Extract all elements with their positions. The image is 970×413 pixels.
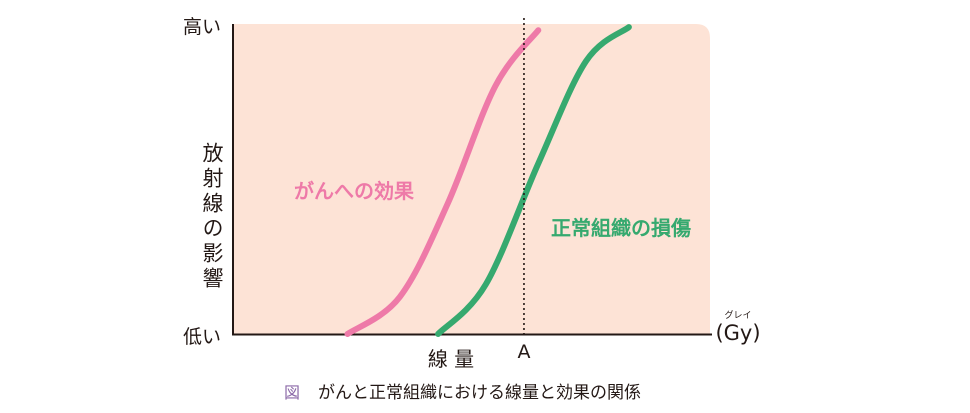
x-axis-unit: (Gy) (715, 321, 760, 345)
series-label-normal-tissue-damage: 正常組織の損傷 (551, 216, 691, 240)
y-axis-label: 放射線の影響 (200, 142, 224, 292)
y-axis-top-label: 高い (183, 16, 221, 38)
x-axis-label: 線 量 (428, 347, 474, 371)
series-label-cancer-effect: がんへの効果 (294, 179, 414, 203)
figure-caption: がんと正常組織における線量と効果の関係 (318, 383, 641, 403)
y-axis-bottom-label: 低い (183, 326, 221, 348)
x-axis-unit-ruby: グレイ (724, 309, 751, 321)
dose-a-label: A (517, 341, 530, 363)
figure-caption-tag: 図 (284, 383, 300, 402)
series-line-normal-tissue-damage (435, 24, 632, 337)
series-line-cancer-effect (344, 27, 542, 337)
plot-area (233, 24, 710, 334)
